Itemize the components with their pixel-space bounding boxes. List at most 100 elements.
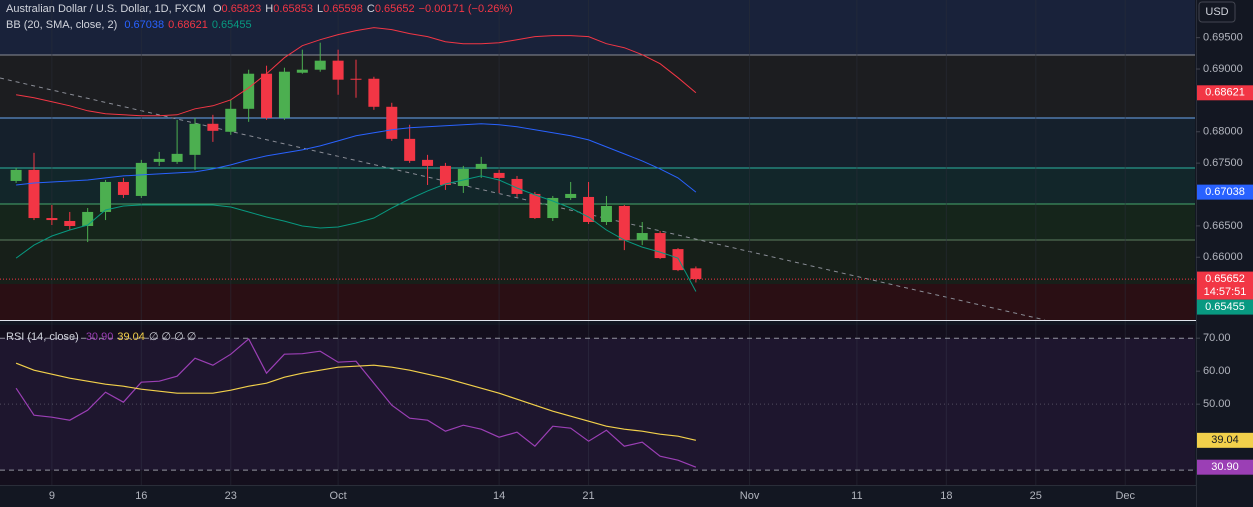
candle-body bbox=[422, 159, 434, 166]
x-tick-label: 21 bbox=[582, 490, 594, 502]
y-tick-label: 0.67500 bbox=[1203, 157, 1243, 169]
price-axis bbox=[1196, 0, 1253, 507]
series-line bbox=[16, 27, 697, 117]
x-tick-label: 9 bbox=[49, 490, 55, 502]
candle-body bbox=[690, 268, 702, 280]
ohlc-item: L0.65598 bbox=[317, 3, 363, 15]
price-tag: 0.67038 bbox=[1205, 186, 1245, 198]
indicator-value: 0.68621 bbox=[168, 19, 208, 31]
candle-body bbox=[117, 181, 129, 195]
candle-body bbox=[332, 60, 344, 80]
x-tick-label: Dec bbox=[1115, 490, 1135, 502]
rsi-band bbox=[0, 338, 1195, 471]
price-tag-bg bbox=[1197, 271, 1253, 300]
zone bbox=[0, 168, 1195, 204]
time-axis bbox=[0, 486, 1196, 507]
zone bbox=[0, 240, 1195, 284]
candle-body bbox=[636, 233, 648, 241]
price-tag-countdown: 14:57:51 bbox=[1204, 286, 1247, 298]
candle-body bbox=[386, 106, 398, 139]
candle-body bbox=[100, 181, 112, 212]
x-tick-label: 23 bbox=[225, 490, 237, 502]
candle-body bbox=[565, 193, 577, 198]
price-tag: 0.65455 bbox=[1205, 301, 1245, 313]
unit-label[interactable]: USD bbox=[1205, 6, 1228, 18]
candle-body bbox=[529, 193, 541, 219]
series-line bbox=[15, 362, 697, 441]
rsi-tag-bg bbox=[1197, 432, 1253, 448]
candle-body bbox=[511, 178, 523, 194]
y-tick-label: 0.68000 bbox=[1203, 126, 1243, 138]
candle-body bbox=[82, 211, 94, 227]
trend-line bbox=[0, 77, 1046, 321]
ohlc-value: 0.65652 bbox=[374, 3, 415, 15]
candle-body bbox=[600, 205, 612, 222]
ohlc-value: 0.65823 bbox=[221, 3, 262, 15]
candle-body bbox=[46, 218, 58, 221]
candle-body bbox=[314, 60, 326, 70]
indicator-value: 39.04 bbox=[117, 331, 145, 343]
price-tag: 0.65652 bbox=[1205, 273, 1245, 285]
x-tick-label: 16 bbox=[135, 490, 147, 502]
candle-body bbox=[10, 169, 22, 181]
y-tick-label: 0.69000 bbox=[1203, 63, 1243, 75]
candle-body bbox=[243, 73, 255, 109]
ohlc-key: H bbox=[265, 3, 274, 15]
ohlc-value: 0.65853 bbox=[273, 3, 313, 15]
ohlc-key: C bbox=[366, 3, 375, 15]
candle-body bbox=[672, 249, 684, 271]
ohlc-item: O0.65823 bbox=[213, 3, 261, 15]
candle-body bbox=[493, 172, 505, 178]
legend-main: Australian Dollar / U.S. Dollar, 1D, FXC… bbox=[6, 3, 517, 15]
ohlc-value: 0.65598 bbox=[323, 3, 363, 15]
candle-body bbox=[261, 73, 273, 118]
y-tick-label: 0.66500 bbox=[1203, 220, 1243, 232]
indicator-value: 0.67038 bbox=[124, 19, 165, 31]
zone bbox=[0, 0, 1195, 55]
x-tick-label: Nov bbox=[740, 490, 760, 502]
change: −0.00171 (−0.26%) bbox=[418, 3, 513, 15]
zone bbox=[0, 55, 1195, 118]
unit-button[interactable] bbox=[1198, 1, 1236, 23]
rsi-pane-marks bbox=[0, 337, 1195, 471]
candle-body bbox=[296, 69, 308, 73]
price-tag-bg bbox=[1197, 299, 1253, 315]
indicator-title: RSI (14, close) bbox=[6, 331, 79, 343]
rsi-tag: 39.04 bbox=[1211, 434, 1239, 446]
x-tick-label: Oct bbox=[330, 490, 347, 502]
series-line bbox=[15, 337, 697, 468]
series-line bbox=[16, 123, 697, 193]
candle-body bbox=[350, 78, 362, 80]
y-tick-label: 0.69500 bbox=[1203, 32, 1243, 44]
candle-body bbox=[583, 196, 595, 222]
ohlc-key: O bbox=[212, 3, 222, 15]
x-tick-label: 14 bbox=[493, 490, 505, 502]
candle-body bbox=[278, 71, 290, 118]
candle-body bbox=[475, 163, 487, 169]
x-tick-label: 25 bbox=[1030, 490, 1042, 502]
indicator-title: BB (20, SMA, close, 2) bbox=[6, 19, 118, 31]
price-tag: 0.68621 bbox=[1205, 87, 1245, 99]
symbol-title: Australian Dollar / U.S. Dollar, 1D, FXC… bbox=[6, 3, 206, 15]
grid bbox=[51, 0, 1126, 485]
indicator-value: 30.90 bbox=[85, 331, 114, 343]
x-tick-label: 11 bbox=[851, 490, 862, 502]
rsi-pane bbox=[0, 325, 1195, 485]
candle-body bbox=[28, 169, 40, 219]
indicator-extra: ∅ ∅ ∅ ∅ bbox=[148, 331, 197, 343]
series-line bbox=[15, 175, 697, 292]
ohlc-item: C0.65652 bbox=[367, 3, 415, 15]
candle-body bbox=[439, 165, 451, 185]
ohlc-key: L bbox=[317, 3, 324, 15]
candle-body bbox=[654, 233, 666, 259]
zone bbox=[0, 284, 1195, 320]
candle-body bbox=[618, 205, 630, 241]
candle-body bbox=[189, 123, 201, 155]
price-tag-bg bbox=[1197, 85, 1253, 101]
candle-body bbox=[368, 78, 380, 107]
legend-bb: BB (20, SMA, close, 2) 0.67038 0.68621 0.6… bbox=[6, 19, 256, 31]
candle-body bbox=[171, 153, 183, 162]
y-tick-label: 60.00 bbox=[1203, 365, 1231, 377]
